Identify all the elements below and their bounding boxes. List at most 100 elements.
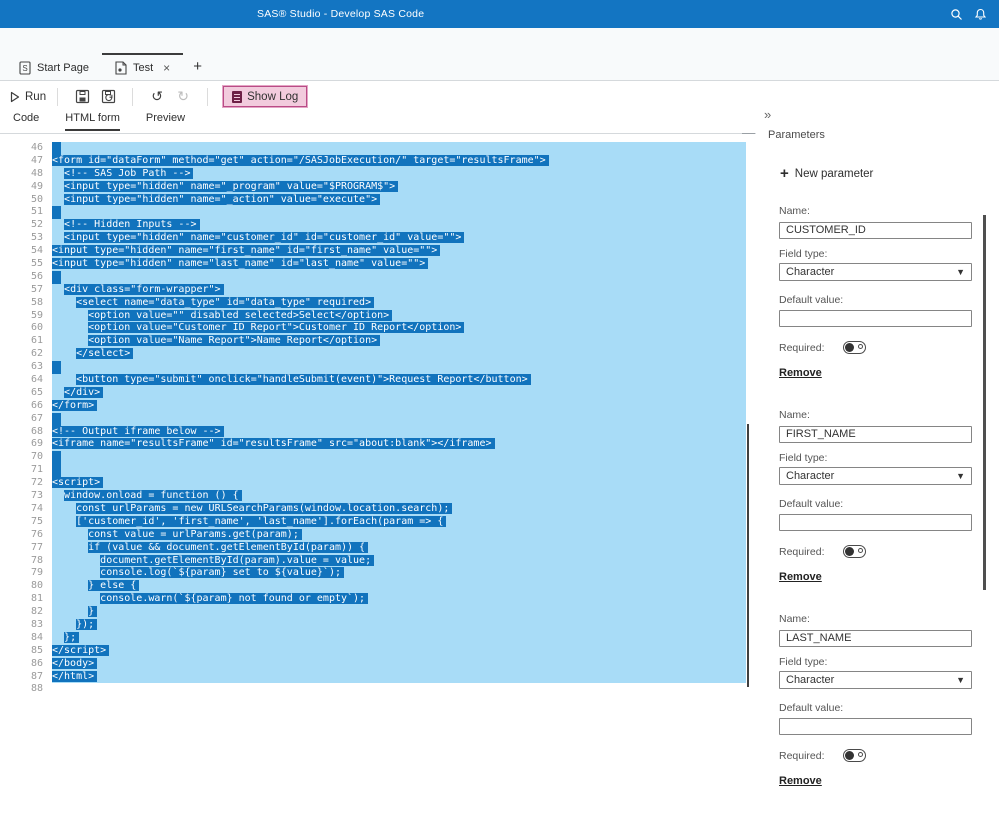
code-line[interactable]: </script>: [52, 645, 746, 658]
code-line[interactable]: </div>: [52, 387, 746, 400]
code-line[interactable]: </html>: [52, 671, 746, 684]
field-type-select[interactable]: Character ▼: [779, 263, 972, 281]
editor-scrollbar[interactable]: [747, 424, 749, 687]
close-tab-icon[interactable]: ×: [163, 61, 170, 75]
undo-icon: ↺: [151, 88, 163, 105]
required-toggle[interactable]: [843, 749, 866, 762]
code-line[interactable]: [52, 271, 746, 284]
chevron-down-icon: ▼: [956, 267, 965, 277]
code-line[interactable]: ['customer_id', 'first_name', 'last_name…: [52, 516, 746, 529]
code-line[interactable]: </body>: [52, 658, 746, 671]
parameter-card-customer-id: Name: Field type: Character ▼ Default va…: [779, 205, 974, 381]
code-line[interactable]: <button type="submit" onclick="handleSub…: [52, 374, 746, 387]
required-toggle[interactable]: [843, 545, 866, 558]
code-line[interactable]: [52, 464, 746, 477]
name-label: Name:: [779, 205, 974, 217]
line-number: 53: [0, 232, 52, 245]
required-toggle[interactable]: [843, 341, 866, 354]
default-value-input[interactable]: [779, 514, 972, 531]
code-line[interactable]: console.log(`${param} set to ${value}`);: [52, 567, 746, 580]
default-value-input[interactable]: [779, 310, 972, 327]
default-value-input[interactable]: [779, 718, 972, 735]
tab-test[interactable]: Test ×: [102, 53, 183, 80]
code-line[interactable]: <!-- Hidden Inputs -->: [52, 219, 746, 232]
subtab-html-form[interactable]: HTML form: [65, 112, 120, 131]
line-number: 63: [0, 361, 52, 374]
remove-link[interactable]: Remove: [779, 571, 822, 583]
save-all-button[interactable]: [97, 86, 119, 108]
code-line[interactable]: document.getElementById(param).value = v…: [52, 555, 746, 568]
run-button[interactable]: Run: [10, 91, 46, 103]
redo-button[interactable]: ↻: [172, 86, 194, 108]
code-line[interactable]: <form id="dataForm" method="get" action=…: [52, 155, 746, 168]
panel-scrollbar[interactable]: [983, 215, 986, 590]
code-line[interactable]: if (value && document.getElementById(par…: [52, 542, 746, 555]
code-line[interactable]: [52, 683, 746, 696]
code-line[interactable]: });: [52, 619, 746, 632]
code-line[interactable]: <div class="form-wrapper">: [52, 284, 746, 297]
subtab-code[interactable]: Code: [13, 112, 39, 131]
show-log-button[interactable]: Show Log: [223, 86, 307, 107]
chevron-down-icon: ▼: [956, 471, 965, 481]
code-line[interactable]: [52, 413, 746, 426]
code-line[interactable]: <input type="hidden" name="_action" valu…: [52, 194, 746, 207]
remove-link[interactable]: Remove: [779, 367, 822, 379]
line-number: 86: [0, 658, 52, 671]
line-number: 59: [0, 310, 52, 323]
code-line[interactable]: <option value="" disabled selected>Selec…: [52, 310, 746, 323]
code-line[interactable]: [52, 142, 746, 155]
line-number: 82: [0, 606, 52, 619]
save-button[interactable]: [71, 86, 93, 108]
code-line[interactable]: <iframe name="resultsFrame" id="resultsF…: [52, 438, 746, 451]
subtab-preview[interactable]: Preview: [146, 112, 185, 131]
field-type-select[interactable]: Character ▼: [779, 467, 972, 485]
code-line[interactable]: </form>: [52, 400, 746, 413]
code-lines[interactable]: <form id="dataForm" method="get" action=…: [52, 142, 746, 696]
start-page-icon: S: [19, 61, 31, 75]
splitter-handle[interactable]: [742, 133, 755, 134]
code-line[interactable]: </select>: [52, 348, 746, 361]
remove-link[interactable]: Remove: [779, 775, 822, 787]
code-line[interactable]: <!-- SAS Job Path -->: [52, 168, 746, 181]
code-line[interactable]: [52, 361, 746, 374]
new-parameter-button[interactable]: + New parameter: [780, 168, 873, 180]
editor-toolbar: Run ↺ ↻ Show Log: [0, 81, 756, 112]
code-line[interactable]: [52, 206, 746, 219]
default-value-label: Default value:: [779, 294, 974, 306]
param-name-input[interactable]: [779, 222, 972, 239]
required-label: Required:: [779, 342, 825, 354]
code-line[interactable]: <input type="hidden" name="first_name" i…: [52, 245, 746, 258]
code-line[interactable]: console.warn(`${param} not found or empt…: [52, 593, 746, 606]
code-line[interactable]: <input type="hidden" name="_program" val…: [52, 181, 746, 194]
code-line[interactable]: <input type="hidden" name="last_name" id…: [52, 258, 746, 271]
field-type-value: Character: [786, 266, 834, 278]
undo-button[interactable]: ↺: [146, 86, 168, 108]
code-line[interactable]: <!-- Output iframe below -->: [52, 426, 746, 439]
line-number: 66: [0, 400, 52, 413]
param-name-input[interactable]: [779, 630, 972, 647]
code-line[interactable]: <input type="hidden" name="customer_id" …: [52, 232, 746, 245]
line-number: 80: [0, 580, 52, 593]
code-line[interactable]: <option value="Name Report">Name Report<…: [52, 335, 746, 348]
code-line[interactable]: <select name="data_type" id="data_type" …: [52, 297, 746, 310]
field-type-select[interactable]: Character ▼: [779, 671, 972, 689]
panel-title: Parameters: [768, 129, 825, 141]
search-icon[interactable]: [950, 8, 963, 21]
notifications-bell-icon[interactable]: [974, 8, 987, 21]
collapse-panel-icon[interactable]: »: [764, 107, 771, 122]
code-line[interactable]: }: [52, 606, 746, 619]
code-line[interactable]: const urlParams = new URLSearchParams(wi…: [52, 503, 746, 516]
new-tab-button[interactable]: +: [183, 53, 212, 80]
show-log-label: Show Log: [247, 91, 298, 103]
code-line[interactable]: [52, 451, 746, 464]
line-number: 68: [0, 426, 52, 439]
code-line[interactable]: window.onload = function () {: [52, 490, 746, 503]
tab-start-page[interactable]: S Start Page: [6, 53, 102, 80]
code-line[interactable]: };: [52, 632, 746, 645]
code-line[interactable]: <option value="Customer ID Report">Custo…: [52, 322, 746, 335]
code-line[interactable]: <script>: [52, 477, 746, 490]
code-line[interactable]: const value = urlParams.get(param);: [52, 529, 746, 542]
param-name-input[interactable]: [779, 426, 972, 443]
code-line[interactable]: } else {: [52, 580, 746, 593]
